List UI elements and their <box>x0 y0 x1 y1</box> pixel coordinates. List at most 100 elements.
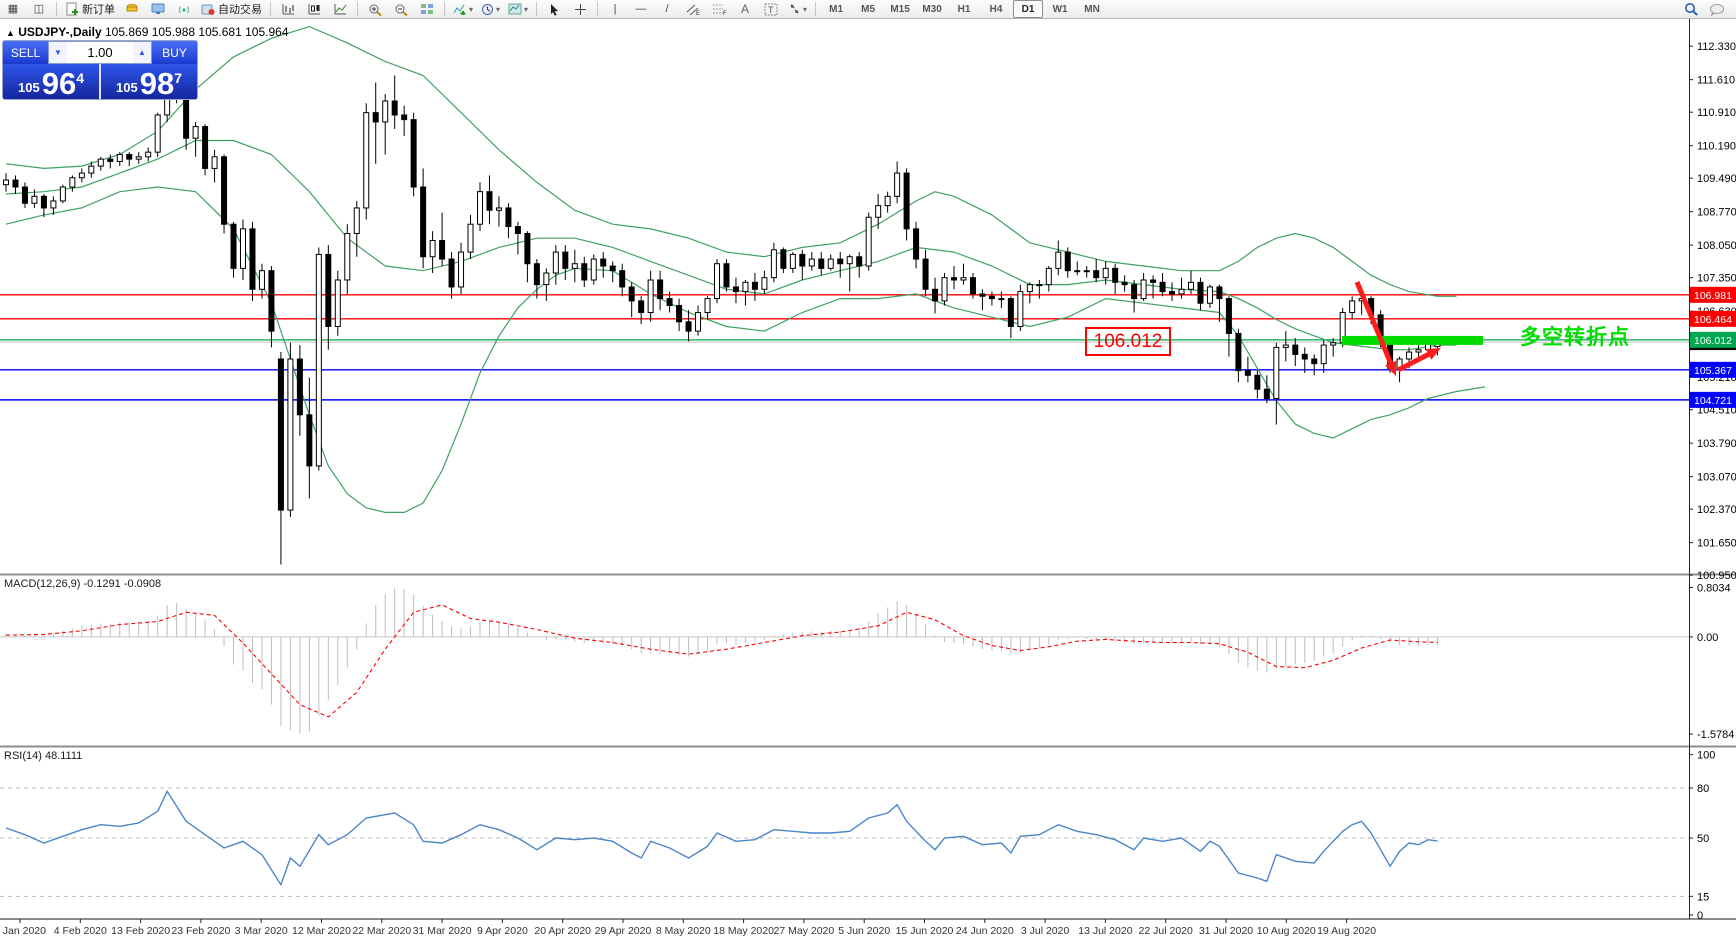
trendline-tool[interactable]: / <box>655 0 679 18</box>
candle-bull <box>363 112 370 209</box>
autotrading-button[interactable]: 自动交易 <box>198 0 265 18</box>
candle-bear <box>685 321 692 332</box>
candle-bull <box>1178 288 1185 295</box>
candle-bear <box>277 358 284 511</box>
candle-bull <box>1055 251 1062 269</box>
candle-bull <box>1036 284 1043 287</box>
price-tick-label: 100.950 <box>1697 570 1736 582</box>
chat-button[interactable] <box>1705 0 1729 18</box>
red-arrow-1[interactable] <box>1354 281 1393 365</box>
buy-button[interactable]: BUY <box>152 41 197 64</box>
cursor-tool[interactable] <box>542 0 566 18</box>
volume-decrease-button[interactable]: ▼ <box>49 42 67 63</box>
profile-icon[interactable]: ◫ <box>27 0 51 18</box>
candle-bull <box>960 277 967 281</box>
chart-window-icon[interactable]: ▦ <box>1 0 25 18</box>
text-tool[interactable]: A <box>733 0 757 18</box>
history-center-icon[interactable] <box>120 0 144 18</box>
candle-bear <box>391 100 398 116</box>
gold-cylinder-icon <box>126 4 138 12</box>
tab-timeframe-w1[interactable]: W1 <box>1052 3 1068 15</box>
search-button[interactable] <box>1679 0 1703 18</box>
tab-timeframe-m1[interactable]: M1 <box>829 3 844 15</box>
tab-timeframe-mn[interactable]: MN <box>1084 3 1100 15</box>
indicators-button[interactable]: ▾ <box>450 0 476 18</box>
candle-bull <box>429 239 436 258</box>
candle-bull <box>590 258 597 281</box>
price-tick-label: 107.350 <box>1697 273 1736 285</box>
text-label-tool[interactable]: T <box>759 0 783 18</box>
price-tick-label: 111.610 <box>1697 75 1735 87</box>
line-chart-type-button[interactable] <box>328 0 352 18</box>
candle-bull <box>998 298 1005 301</box>
pivot-annotation-text[interactable]: 多空转折点 <box>1520 326 1630 349</box>
horizontal-line-tool[interactable]: — <box>629 0 653 18</box>
candle-bull <box>1415 349 1422 353</box>
tile-windows-button[interactable] <box>415 0 439 18</box>
horizontal-line-icon: — <box>635 2 647 15</box>
buy-price[interactable]: 105 98 7 <box>101 64 197 99</box>
new-order-button[interactable]: 新订单 <box>62 0 118 18</box>
tab-timeframe-m15[interactable]: M15 <box>890 3 910 15</box>
zoom-in-button[interactable] <box>363 0 387 18</box>
bar-chart-type-button[interactable] <box>276 0 300 18</box>
svg-text:T: T <box>768 5 774 15</box>
red-arrow-head[interactable] <box>1425 348 1441 360</box>
periods-button[interactable]: ▾ <box>478 0 503 18</box>
vertical-line-tool[interactable]: | <box>603 0 627 18</box>
zoom-out-button[interactable] <box>389 0 413 18</box>
date-tick-label: 6 Jan 2020 <box>0 925 46 937</box>
red-arrow-2[interactable] <box>1396 352 1430 373</box>
text-icon: A <box>741 2 750 16</box>
crosshair-tool[interactable] <box>568 0 592 18</box>
candle-bear <box>657 279 664 300</box>
macd-tick-label: -1.5784 <box>1697 729 1734 741</box>
candle-bear <box>1131 284 1138 300</box>
candle-bull <box>344 233 351 281</box>
candle-bull <box>647 279 654 314</box>
tab-timeframe-d1[interactable]: D1 <box>1013 0 1044 18</box>
candle-bear <box>107 158 114 162</box>
candle-bull <box>135 156 142 160</box>
candle-bull <box>865 216 872 267</box>
date-tick-label: 23 Feb 2020 <box>171 925 230 937</box>
tab-timeframe-h4[interactable]: H4 <box>989 3 1003 15</box>
price-callout-box[interactable]: 106.012 <box>1085 327 1171 356</box>
candle-bear <box>837 258 844 265</box>
arrows-tool[interactable]: ▾ <box>785 0 810 18</box>
candle-bull <box>761 277 768 290</box>
volume-value[interactable]: 1.00 <box>87 45 113 60</box>
channel-tool[interactable]: E <box>681 0 705 18</box>
candle-bull <box>704 298 711 314</box>
volume-increase-button[interactable]: ▲ <box>133 42 151 63</box>
chat-bubble-icon <box>1710 3 1724 16</box>
separator <box>270 2 271 16</box>
tab-timeframe-m30[interactable]: M30 <box>922 3 942 15</box>
candle-chart-type-button[interactable] <box>302 0 326 18</box>
candle-bear <box>486 191 493 211</box>
candle-bear <box>1235 332 1242 372</box>
sell-button[interactable]: SELL <box>3 41 48 64</box>
templates-button[interactable]: ▾ <box>505 0 531 18</box>
signals-icon[interactable] <box>172 0 196 18</box>
date-tick-label: 9 Apr 2020 <box>477 925 528 937</box>
macd-signal-line <box>5 604 1438 718</box>
candle-bear <box>268 270 275 332</box>
tab-timeframe-h1[interactable]: H1 <box>957 3 971 15</box>
fibonacci-tool[interactable]: F <box>707 0 731 18</box>
candle-bull <box>884 195 891 207</box>
tab-timeframe-m5[interactable]: M5 <box>861 3 876 15</box>
rsi-tick-label: 15 <box>1697 891 1709 903</box>
ohlc-values: 105.869 105.988 105.681 105.964 <box>104 25 289 39</box>
candle-bull <box>477 191 483 225</box>
green-pivot-bar[interactable] <box>1342 335 1483 345</box>
market-watch-icon[interactable] <box>146 0 170 18</box>
price-tick-label: 108.050 <box>1697 240 1736 252</box>
date-tick-label: 10 Aug 2020 <box>1257 925 1316 937</box>
red-arrow-head[interactable] <box>1385 360 1397 376</box>
sell-price[interactable]: 105 96 4 <box>3 64 101 99</box>
separator <box>597 2 599 16</box>
chevron-down-icon: ▾ <box>496 4 501 14</box>
candle-bull <box>334 279 341 327</box>
